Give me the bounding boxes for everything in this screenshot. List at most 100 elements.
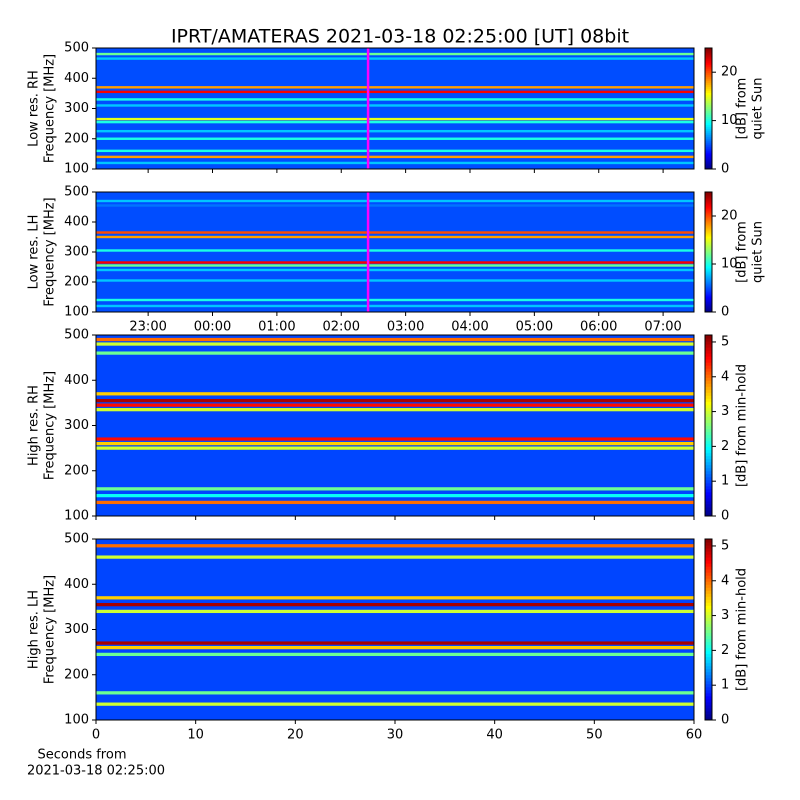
- colorbar-step: [705, 52, 712, 55]
- colorbar-step: [705, 96, 712, 99]
- y-tick-label: 200: [64, 131, 89, 146]
- colorbar-step: [705, 638, 712, 643]
- colorbar-step: [705, 578, 712, 582]
- colorbar-tick-label: 10: [721, 257, 738, 272]
- colorbar-step: [705, 338, 712, 342]
- y-tick-label: 500: [64, 532, 89, 547]
- colorbar-step: [705, 647, 712, 652]
- x-axis-label: Seconds from: [37, 748, 126, 763]
- x-tick-label: 00:00: [194, 320, 231, 335]
- colorbar-step: [705, 668, 712, 673]
- colorbar-step: [705, 650, 712, 655]
- colorbar-tick-label: 4: [721, 369, 729, 384]
- x-tick-label: 01:00: [258, 320, 295, 335]
- colorbar-step: [705, 284, 712, 287]
- colorbar-tick-label: 4: [721, 573, 729, 588]
- colorbar-tick-label: 1: [721, 474, 729, 489]
- colorbar-step: [705, 419, 712, 423]
- colorbar-step: [705, 596, 712, 600]
- x-tick-label: 07:00: [644, 320, 681, 335]
- colorbar-step: [705, 461, 712, 466]
- colorbar-tick-label: 0: [721, 713, 729, 728]
- colorbar-step: [705, 60, 712, 63]
- colorbar-step: [705, 467, 712, 472]
- y-tick-label: 500: [64, 41, 89, 56]
- y-axis-label: Frequency [MHz]: [43, 575, 58, 684]
- colorbar-step: [705, 470, 712, 475]
- colorbar-step: [705, 566, 712, 570]
- background: [96, 335, 694, 516]
- colorbar-step: [705, 272, 712, 275]
- band: [96, 441, 694, 446]
- band: [96, 104, 694, 107]
- colorbar-step: [705, 506, 712, 511]
- colorbar-step: [705, 278, 712, 281]
- colorbar-step: [705, 74, 712, 77]
- colorbar-step: [705, 671, 712, 676]
- colorbar-step: [705, 118, 712, 122]
- colorbar-step: [705, 632, 712, 637]
- colorbar-step: [705, 446, 712, 451]
- colorbar-step: [705, 617, 712, 621]
- colorbar-step: [705, 226, 712, 229]
- colorbar-step: [705, 246, 712, 249]
- band: [96, 652, 694, 657]
- colorbar-step: [705, 252, 712, 255]
- colorbar-step: [705, 112, 712, 116]
- colorbar-step: [705, 54, 712, 57]
- colorbar-step: [705, 614, 712, 618]
- colorbar-step: [705, 392, 712, 396]
- colorbar-step: [705, 106, 712, 109]
- colorbar-step: [705, 443, 712, 448]
- colorbar-step: [705, 341, 712, 345]
- colorbar-step: [705, 290, 712, 293]
- colorbar-step: [705, 716, 712, 721]
- y-axis-label: Frequency [MHz]: [43, 371, 58, 480]
- colorbar-step: [705, 280, 712, 283]
- colorbar-frame: [704, 334, 713, 517]
- colorbar-step: [705, 224, 712, 227]
- colorbar-step: [705, 240, 712, 243]
- colorbar-step: [705, 300, 712, 303]
- colorbar-step: [705, 503, 712, 508]
- colorbar-step: [705, 704, 712, 709]
- y-axis-label: Frequency [MHz]: [43, 54, 58, 163]
- y-tick-label: 300: [64, 245, 89, 260]
- y-tick-label: 100: [64, 305, 89, 320]
- colorbar-step: [705, 56, 712, 59]
- colorbar-tick-label: 3: [721, 404, 729, 419]
- colorbar-step: [705, 425, 712, 430]
- colorbar-step: [705, 274, 712, 277]
- x-tick-label: 23:00: [129, 320, 166, 335]
- x-tick-label: 03:00: [387, 320, 424, 335]
- colorbar-step: [705, 476, 712, 481]
- colorbar-step: [705, 64, 712, 67]
- colorbar-step: [705, 266, 712, 269]
- y-axis-label: Low res. RH: [27, 70, 42, 147]
- colorbar-step: [705, 428, 712, 433]
- colorbar-step: [705, 148, 712, 152]
- colorbar-step: [705, 262, 712, 265]
- y-tick-label: 400: [64, 577, 89, 592]
- colorbar-step: [705, 232, 712, 235]
- colorbar-step: [705, 554, 712, 558]
- x-axis-label: 2021-03-18 02:25:00: [27, 764, 165, 779]
- colorbar-step: [705, 398, 712, 402]
- colorbar-step: [705, 124, 712, 128]
- colorbar-step: [705, 401, 712, 405]
- colorbar-step: [705, 674, 712, 679]
- colorbar-step: [705, 242, 712, 245]
- colorbar-step: [705, 130, 712, 134]
- x-tick-label: 60: [686, 728, 703, 743]
- colorbar-step: [705, 50, 712, 53]
- colorbar-frame: [704, 191, 713, 313]
- colorbar-step: [705, 116, 712, 120]
- colorbar-label: [dB] from min-hold: [735, 568, 750, 691]
- colorbar-step: [705, 455, 712, 460]
- colorbar-step: [705, 482, 712, 487]
- colorbar-step: [705, 605, 712, 609]
- colorbar-step: [705, 698, 712, 703]
- colorbar-step: [705, 497, 712, 502]
- colorbar-step: [705, 380, 712, 384]
- band: [96, 494, 694, 498]
